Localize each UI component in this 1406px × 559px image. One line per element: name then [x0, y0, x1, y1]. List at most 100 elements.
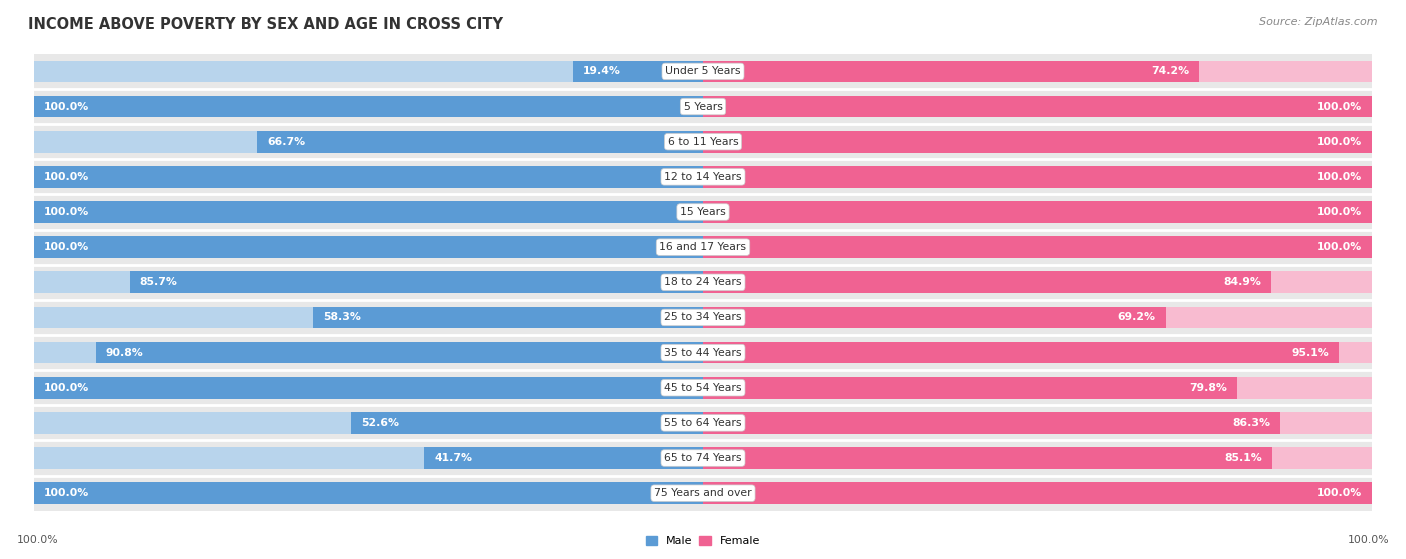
Text: 85.7%: 85.7% [139, 277, 177, 287]
Bar [34, 335, 703, 370]
Text: 65 to 74 Years: 65 to 74 Years [664, 453, 742, 463]
Bar [34, 272, 703, 293]
Text: INCOME ABOVE POVERTY BY SEX AND AGE IN CROSS CITY: INCOME ABOVE POVERTY BY SEX AND AGE IN C… [28, 17, 503, 32]
Bar [34, 405, 703, 440]
Bar [703, 166, 1372, 188]
Text: 52.6%: 52.6% [361, 418, 399, 428]
Bar [703, 412, 1372, 434]
Text: 100.0%: 100.0% [44, 102, 90, 112]
Bar [703, 377, 1237, 399]
Text: 100.0%: 100.0% [1316, 207, 1362, 217]
Bar [703, 482, 1372, 504]
Bar [34, 236, 703, 258]
Bar [703, 166, 1372, 188]
Text: 100.0%: 100.0% [1316, 137, 1362, 146]
Bar [34, 166, 703, 188]
Bar [703, 482, 1372, 504]
Bar [34, 306, 703, 328]
Bar [703, 201, 1372, 223]
Bar [425, 447, 703, 469]
Text: 58.3%: 58.3% [323, 312, 361, 323]
Bar [96, 342, 703, 363]
Bar [34, 96, 703, 117]
Bar [34, 89, 703, 124]
Bar [34, 370, 703, 405]
Text: 95.1%: 95.1% [1291, 348, 1329, 358]
Text: 18 to 24 Years: 18 to 24 Years [664, 277, 742, 287]
Bar [34, 195, 703, 230]
Bar [703, 306, 1372, 328]
Bar [703, 89, 1372, 124]
Bar [574, 60, 703, 82]
Bar [34, 377, 703, 399]
Bar [34, 201, 703, 223]
Bar [703, 159, 1372, 195]
Bar [34, 447, 703, 469]
Text: 6 to 11 Years: 6 to 11 Years [668, 137, 738, 146]
Text: 100.0%: 100.0% [44, 172, 90, 182]
Text: 16 and 17 Years: 16 and 17 Years [659, 242, 747, 252]
Bar [703, 335, 1372, 370]
Bar [703, 265, 1372, 300]
Bar [703, 230, 1372, 265]
Bar [703, 370, 1372, 405]
Text: Source: ZipAtlas.com: Source: ZipAtlas.com [1260, 17, 1378, 27]
Bar [703, 405, 1372, 440]
Text: 85.1%: 85.1% [1225, 453, 1263, 463]
Text: 35 to 44 Years: 35 to 44 Years [664, 348, 742, 358]
Text: 55 to 64 Years: 55 to 64 Years [664, 418, 742, 428]
Text: 100.0%: 100.0% [44, 242, 90, 252]
Bar [34, 166, 703, 188]
Bar [34, 300, 703, 335]
Text: 100.0%: 100.0% [17, 535, 59, 545]
Text: 69.2%: 69.2% [1118, 312, 1156, 323]
Text: 66.7%: 66.7% [267, 137, 305, 146]
Bar [34, 482, 703, 504]
Bar [34, 342, 703, 363]
Text: 45 to 54 Years: 45 to 54 Years [664, 383, 742, 393]
Bar [703, 131, 1372, 153]
Text: 100.0%: 100.0% [1316, 172, 1362, 182]
Bar [703, 96, 1372, 117]
Bar [703, 306, 1166, 328]
Bar [703, 195, 1372, 230]
Bar [257, 131, 703, 153]
Text: 19.4%: 19.4% [583, 67, 621, 77]
Bar [703, 447, 1372, 469]
Bar [703, 440, 1372, 476]
Bar [34, 201, 703, 223]
Bar [703, 54, 1372, 89]
Bar [703, 476, 1372, 511]
Bar [34, 265, 703, 300]
Text: 100.0%: 100.0% [1347, 535, 1389, 545]
Bar [34, 236, 703, 258]
Bar [34, 476, 703, 511]
Bar [703, 236, 1372, 258]
Text: 100.0%: 100.0% [1316, 102, 1362, 112]
Text: 100.0%: 100.0% [44, 383, 90, 393]
Text: 100.0%: 100.0% [1316, 488, 1362, 498]
Bar [703, 124, 1372, 159]
Bar [703, 272, 1271, 293]
Bar [703, 201, 1372, 223]
Text: 25 to 34 Years: 25 to 34 Years [664, 312, 742, 323]
Bar [34, 60, 703, 82]
Text: 84.9%: 84.9% [1223, 277, 1261, 287]
Bar [34, 412, 703, 434]
Bar [34, 482, 703, 504]
Bar [703, 412, 1281, 434]
Text: 90.8%: 90.8% [105, 348, 143, 358]
Bar [703, 342, 1372, 363]
Text: 5 Years: 5 Years [683, 102, 723, 112]
Bar [703, 342, 1339, 363]
Bar [703, 236, 1372, 258]
Text: Under 5 Years: Under 5 Years [665, 67, 741, 77]
Bar [703, 377, 1372, 399]
Bar [703, 96, 1372, 117]
Text: 12 to 14 Years: 12 to 14 Years [664, 172, 742, 182]
Bar [34, 54, 703, 89]
Bar [34, 440, 703, 476]
Bar [703, 272, 1372, 293]
Text: 100.0%: 100.0% [44, 488, 90, 498]
Bar [34, 230, 703, 265]
